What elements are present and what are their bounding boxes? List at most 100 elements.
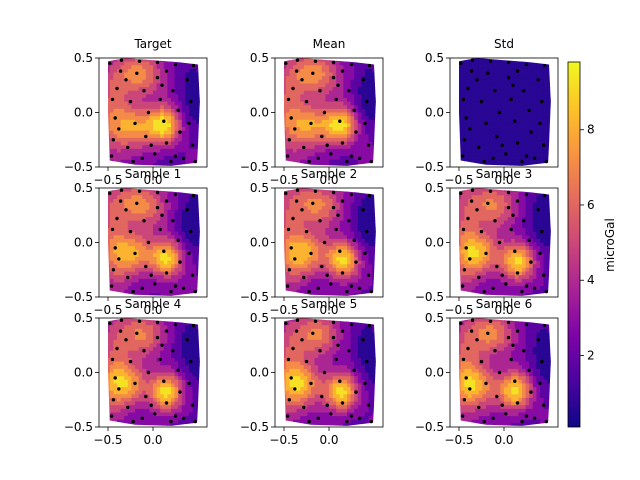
contour-cell [124,90,129,95]
contour-cell [464,191,469,196]
station-point [135,201,139,205]
contour-cell [167,209,172,214]
contour-cell [171,293,175,296]
contour-cell [171,137,175,142]
contour-cell [350,65,355,70]
contour-cell [365,116,369,121]
contour-cell [325,231,330,236]
contour-cell [518,97,523,102]
contour-cell [135,206,139,211]
contour-cell [529,79,534,84]
contour-cell [160,148,165,153]
contour-cell [303,105,308,110]
contour-cell [540,119,544,124]
contour-cell [120,97,125,102]
contour-cell [343,271,348,276]
contour-cell [511,87,516,92]
contour-cell [192,156,197,161]
contour-cell [311,260,315,265]
contour-cell [160,90,165,95]
contour-cell [160,61,165,66]
contour-cell [318,293,323,296]
contour-cell [145,134,150,139]
contour-cell [339,108,344,113]
contour-cell [482,145,487,150]
contour-cell [174,257,179,262]
contour-cell [361,286,366,291]
contour-cell [504,137,508,142]
contour-cell [464,286,469,291]
contour-cell [525,137,530,142]
contour-cell [318,159,323,164]
contour-cell [543,101,548,106]
contour-cell [196,65,200,70]
contour-cell [109,127,114,132]
contour-cell [500,68,505,73]
contour-cell [153,97,157,102]
contour-cell [285,220,290,225]
contour-cell [325,105,330,110]
station-point [331,205,336,210]
contour-cell [138,108,143,113]
contour-cell [368,264,373,269]
contour-cell [361,260,366,265]
contour-cell [536,141,541,146]
contour-cell [171,94,175,99]
contour-cell [124,148,129,153]
contour-cell [300,242,305,247]
contour-cell [174,275,179,280]
contour-cell [131,227,136,232]
contour-cell [142,79,147,84]
contour-cell [149,257,154,262]
contour-cell [163,116,168,121]
contour-cell [311,134,315,139]
contour-cell [511,159,516,164]
contour-cell [365,275,369,280]
contour-cell [171,209,175,214]
contour-cell [325,275,330,280]
contour-cell [339,267,344,272]
contour-cell [196,206,200,211]
contour-cell [460,275,465,280]
contour-cell [365,231,369,236]
contour-cell [127,191,132,196]
contour-cell [153,246,157,251]
contour-cell [160,159,165,164]
contour-cell [460,130,465,135]
contour-cell [468,145,472,150]
contour-cell [113,217,118,222]
contour-cell [332,202,337,207]
contour-cell [507,79,512,84]
station-point [506,60,511,65]
contour-cell [192,275,197,280]
panel-5: 0.50.0−0.5−0.5 0.0 [240,181,384,317]
contour-cell [332,137,337,142]
contour-cell [293,83,297,88]
contour-cell [486,112,490,117]
contour-cell [138,134,143,139]
contour-cell [314,79,319,84]
contour-cell [174,145,179,150]
contour-cell [468,97,472,102]
contour-cell [174,253,179,258]
contour-cell [120,79,125,84]
contour-cell [307,231,312,236]
contour-cell [314,112,319,117]
contour-cell [486,83,490,88]
contour-cell [189,249,193,254]
contour-cell [178,112,183,117]
contour-cell [314,209,319,214]
contour-cell [354,79,359,84]
contour-cell [522,156,526,161]
contour-cell [468,278,472,283]
contour-cell [293,238,297,243]
contour-cell [117,264,121,269]
contour-cell [303,198,308,203]
contour-cell [149,148,154,153]
contour-cell [464,68,469,73]
contour-cell [529,119,534,124]
contour-cell [192,227,197,232]
contour-cell [475,97,480,102]
contour-cell [127,231,132,236]
contour-cell [336,116,341,121]
